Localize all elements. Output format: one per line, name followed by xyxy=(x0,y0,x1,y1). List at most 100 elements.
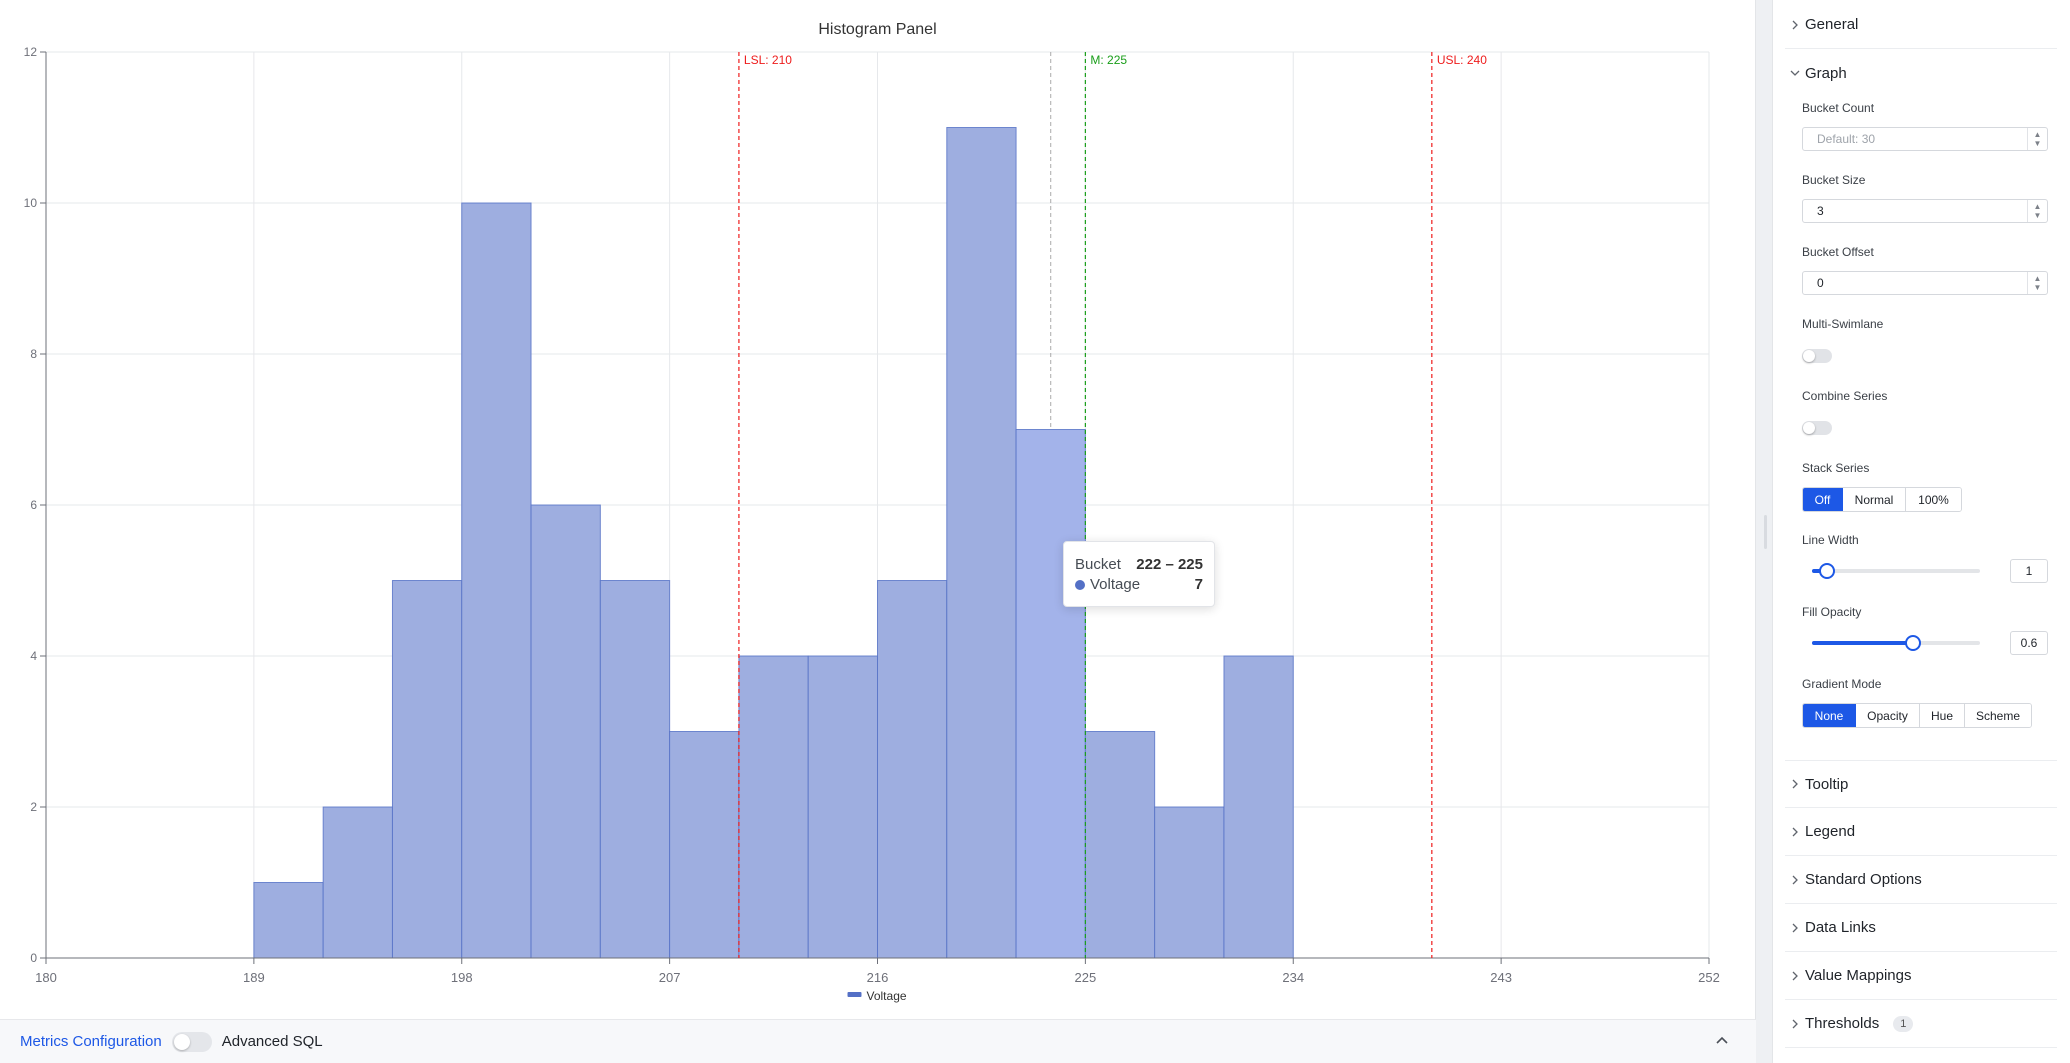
combine-series-label: Combine Series xyxy=(1802,389,1888,403)
gradient-mode-option-none[interactable]: None xyxy=(1803,704,1856,727)
line-width-slider[interactable] xyxy=(1812,563,1980,579)
bucket-count-label: Bucket Count xyxy=(1802,101,1875,115)
histogram-bar xyxy=(877,580,948,959)
line-width-value[interactable]: 1 xyxy=(2010,559,2048,583)
histogram-bar xyxy=(1015,429,1086,959)
query-bar: Metrics Configuration Advanced SQL xyxy=(0,1019,1756,1063)
histogram-bar xyxy=(946,127,1017,959)
gradient-mode-option-hue[interactable]: Hue xyxy=(1920,704,1965,727)
bucket-offset-value: 0 xyxy=(1817,276,1824,290)
section-value-mappings[interactable]: Value Mappings xyxy=(1785,952,2057,1000)
y-tick-label: 8 xyxy=(30,347,37,361)
section-thresholds-label: Thresholds xyxy=(1805,1015,1880,1032)
reference-line-label: M: 225 xyxy=(1090,53,1127,67)
legend-swatch xyxy=(847,992,862,997)
chevron-right-icon xyxy=(1785,20,1805,30)
fill-opacity-value[interactable]: 0.6 xyxy=(2010,631,2048,655)
y-tick-label: 12 xyxy=(24,45,38,59)
section-legend-label: Legend xyxy=(1805,823,1856,840)
histogram-bar xyxy=(599,580,671,959)
bucket-size-value: 3 xyxy=(1817,204,1824,218)
histogram-chart: Histogram Panel 0 2 4 6 8 10 12 180 189 198 207 216 2… xyxy=(24,21,1720,1003)
x-tick-label: 252 xyxy=(1698,970,1720,985)
chevron-up-icon[interactable] xyxy=(1714,1032,1730,1053)
stack-series-option-100[interactable]: 100% xyxy=(1906,488,1961,511)
histogram-bar xyxy=(1154,806,1225,959)
y-tick-label: 2 xyxy=(30,800,37,814)
gradient-mode-control: None Opacity Hue Scheme xyxy=(1802,703,2032,728)
chevron-right-icon xyxy=(1785,971,1805,981)
bucket-count-input[interactable]: Default: 30 ▲ ▼ xyxy=(1802,127,2048,151)
gradient-mode-label: Gradient Mode xyxy=(1802,677,1882,691)
histogram-bar xyxy=(253,882,324,959)
bucket-offset-input[interactable]: 0 ▲ ▼ xyxy=(1802,271,2048,295)
chart-panel: Histogram Panel 0 2 4 6 8 10 12 180 189 198 207 216 2… xyxy=(0,0,1756,1063)
section-legend[interactable]: Legend xyxy=(1785,808,2057,856)
stepper-icon[interactable]: ▲ ▼ xyxy=(2027,128,2047,150)
section-standard-options[interactable]: Standard Options xyxy=(1785,856,2057,904)
options-sidebar: General Graph Bucket Count Default: 30 ▲… xyxy=(1772,0,2070,1063)
section-graph-label: Graph xyxy=(1805,64,1847,82)
chevron-down-icon xyxy=(1785,68,1805,78)
fill-opacity-slider[interactable] xyxy=(1812,635,1980,651)
x-tick-label: 180 xyxy=(35,970,57,985)
section-tooltip-label: Tooltip xyxy=(1805,775,1849,793)
panel-resize-handle[interactable] xyxy=(1764,515,1767,549)
legend-label: Voltage xyxy=(867,989,907,1003)
metrics-configuration-link[interactable]: Metrics Configuration xyxy=(20,1033,162,1050)
histogram-bar xyxy=(391,580,463,959)
histogram-bar xyxy=(322,806,393,959)
x-tick-label: 243 xyxy=(1490,970,1512,985)
stepper-icon[interactable]: ▲ ▼ xyxy=(2027,200,2047,222)
y-tick-label: 0 xyxy=(30,951,37,965)
reference-line-label: USL: 240 xyxy=(1437,53,1487,67)
x-tick-label: 189 xyxy=(243,970,265,985)
multi-swimlane-label: Multi-Swimlane xyxy=(1802,317,1884,331)
tooltip-series-name: Voltage xyxy=(1090,575,1141,593)
stack-series-label: Stack Series xyxy=(1802,461,1870,475)
bucket-offset-label: Bucket Offset xyxy=(1802,245,1874,259)
chevron-right-icon xyxy=(1785,827,1805,837)
line-width-thumb[interactable] xyxy=(1819,563,1836,579)
line-width-label: Line Width xyxy=(1802,533,1859,547)
chart-tooltip: Bucket 222 – 225 Voltage 7 xyxy=(1063,541,1215,607)
fill-opacity-fill xyxy=(1812,641,1913,645)
gradient-mode-option-scheme[interactable]: Scheme xyxy=(1965,704,2031,727)
stack-series-control: Off Normal 100% xyxy=(1802,487,1962,512)
stepper-icon[interactable]: ▲ ▼ xyxy=(2027,272,2047,294)
histogram-bar xyxy=(807,655,878,959)
fill-opacity-thumb[interactable] xyxy=(1904,635,1921,651)
x-tick-label: 198 xyxy=(451,970,473,985)
section-data-links-label: Data Links xyxy=(1805,919,1876,936)
stack-series-option-normal[interactable]: Normal xyxy=(1843,488,1906,511)
chevron-right-icon xyxy=(1785,779,1805,789)
bucket-size-input[interactable]: 3 ▲ ▼ xyxy=(1802,199,2048,223)
histogram-bar xyxy=(669,731,740,959)
chevron-right-icon xyxy=(1785,1019,1805,1029)
bucket-size-label: Bucket Size xyxy=(1802,173,1866,187)
stack-series-option-off[interactable]: Off xyxy=(1803,488,1843,511)
thresholds-count-badge: 1 xyxy=(1893,1015,1914,1032)
histogram-bar xyxy=(461,202,532,959)
multi-swimlane-switch[interactable] xyxy=(1802,349,1832,363)
advanced-sql-toggle[interactable] xyxy=(171,1031,212,1052)
section-value-mappings-label: Value Mappings xyxy=(1805,967,1912,984)
y-tick-label: 10 xyxy=(24,196,38,210)
section-tooltip[interactable]: Tooltip xyxy=(1785,760,2057,808)
section-standard-options-label: Standard Options xyxy=(1805,871,1922,888)
combine-series-switch[interactable] xyxy=(1802,421,1832,435)
section-graph[interactable]: Graph xyxy=(1785,49,2057,97)
chevron-right-icon xyxy=(1785,923,1805,933)
fill-opacity-label: Fill Opacity xyxy=(1802,605,1862,619)
gradient-mode-option-opacity[interactable]: Opacity xyxy=(1856,704,1920,727)
section-general[interactable]: General xyxy=(1785,1,2057,49)
section-thresholds[interactable]: Thresholds 1 xyxy=(1785,1000,2057,1048)
bucket-count-placeholder: Default: 30 xyxy=(1817,132,1876,146)
section-data-links[interactable]: Data Links xyxy=(1785,904,2057,952)
histogram-bar xyxy=(1223,655,1294,959)
histogram-bar xyxy=(1084,731,1156,959)
chevron-right-icon xyxy=(1785,875,1805,885)
series-color-dot xyxy=(1075,579,1085,590)
histogram-bar xyxy=(738,655,809,959)
chart-title: Histogram Panel xyxy=(818,21,936,38)
